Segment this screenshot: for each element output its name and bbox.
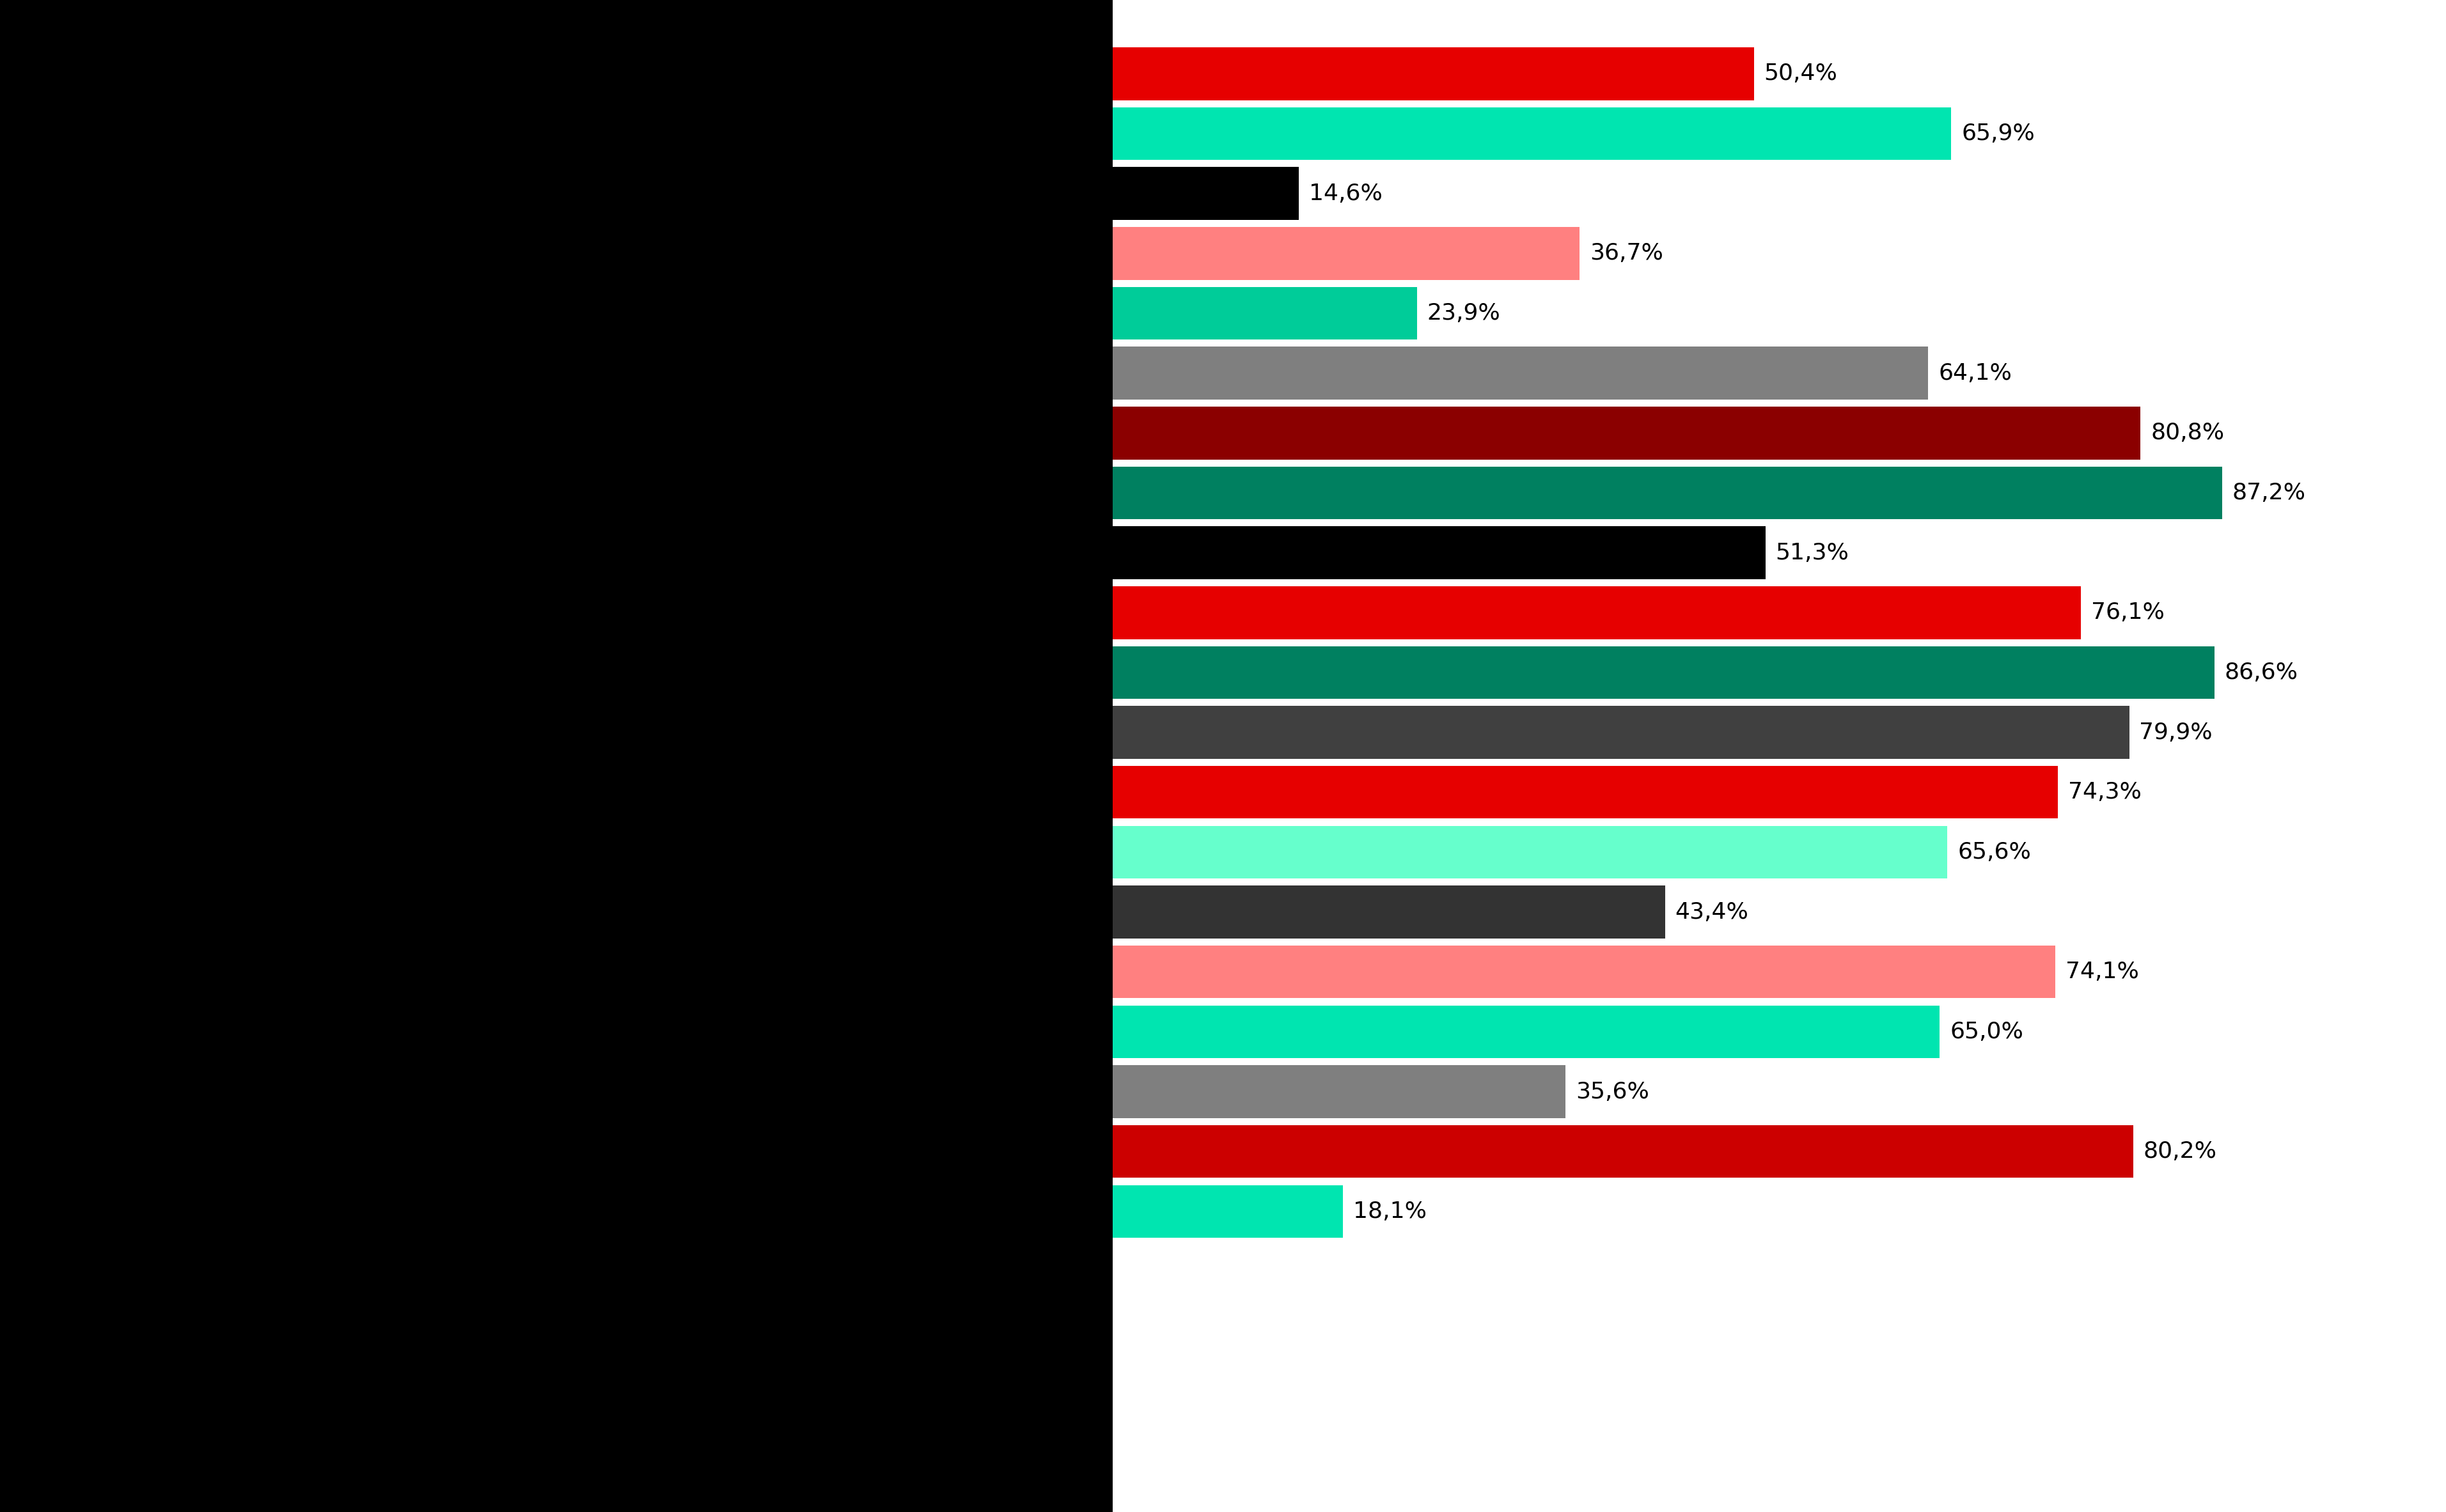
Text: 36,7%: 36,7% (1590, 242, 1663, 265)
Bar (1113, 826, 1947, 878)
Text: 50,4%: 50,4% (1764, 64, 1837, 85)
Text: 18,1%: 18,1% (1353, 1201, 1426, 1222)
Bar (1113, 467, 2221, 519)
Bar (1113, 767, 2057, 818)
Text: 65,9%: 65,9% (1962, 122, 2035, 145)
Text: 87,2%: 87,2% (2233, 482, 2307, 503)
Bar (1113, 407, 2140, 460)
Text: 35,6%: 35,6% (1575, 1081, 1649, 1102)
Bar (1113, 706, 2128, 759)
Bar (1113, 107, 1952, 160)
Text: 76,1%: 76,1% (2091, 602, 2165, 623)
Text: 80,2%: 80,2% (2143, 1140, 2216, 1163)
Bar (1113, 47, 1754, 100)
Bar (1113, 587, 2082, 640)
Bar (1113, 646, 2214, 699)
Text: 43,4%: 43,4% (1676, 901, 1749, 922)
Text: 65,0%: 65,0% (1949, 1021, 2023, 1043)
Text: 65,6%: 65,6% (1957, 841, 2030, 863)
Bar (1113, 1185, 1343, 1238)
Bar (1113, 1066, 1565, 1117)
Bar (1113, 287, 1416, 340)
Bar (1113, 945, 2055, 998)
Text: 79,9%: 79,9% (2140, 721, 2214, 744)
Bar (1113, 346, 1927, 399)
Text: 74,1%: 74,1% (2064, 962, 2140, 983)
Bar (1113, 526, 1766, 579)
Bar (1113, 886, 1666, 939)
Text: 14,6%: 14,6% (1309, 183, 1382, 204)
Text: 51,3%: 51,3% (1776, 541, 1849, 564)
Text: 74,3%: 74,3% (2069, 782, 2143, 803)
Text: 64,1%: 64,1% (1937, 363, 2013, 384)
Bar (1113, 1005, 1940, 1058)
Text: 23,9%: 23,9% (1426, 302, 1499, 324)
Bar (1113, 1125, 2133, 1178)
Bar (1113, 227, 1580, 280)
Bar (1113, 168, 1299, 219)
Text: 80,8%: 80,8% (2150, 422, 2223, 445)
Text: 86,6%: 86,6% (2223, 662, 2299, 683)
